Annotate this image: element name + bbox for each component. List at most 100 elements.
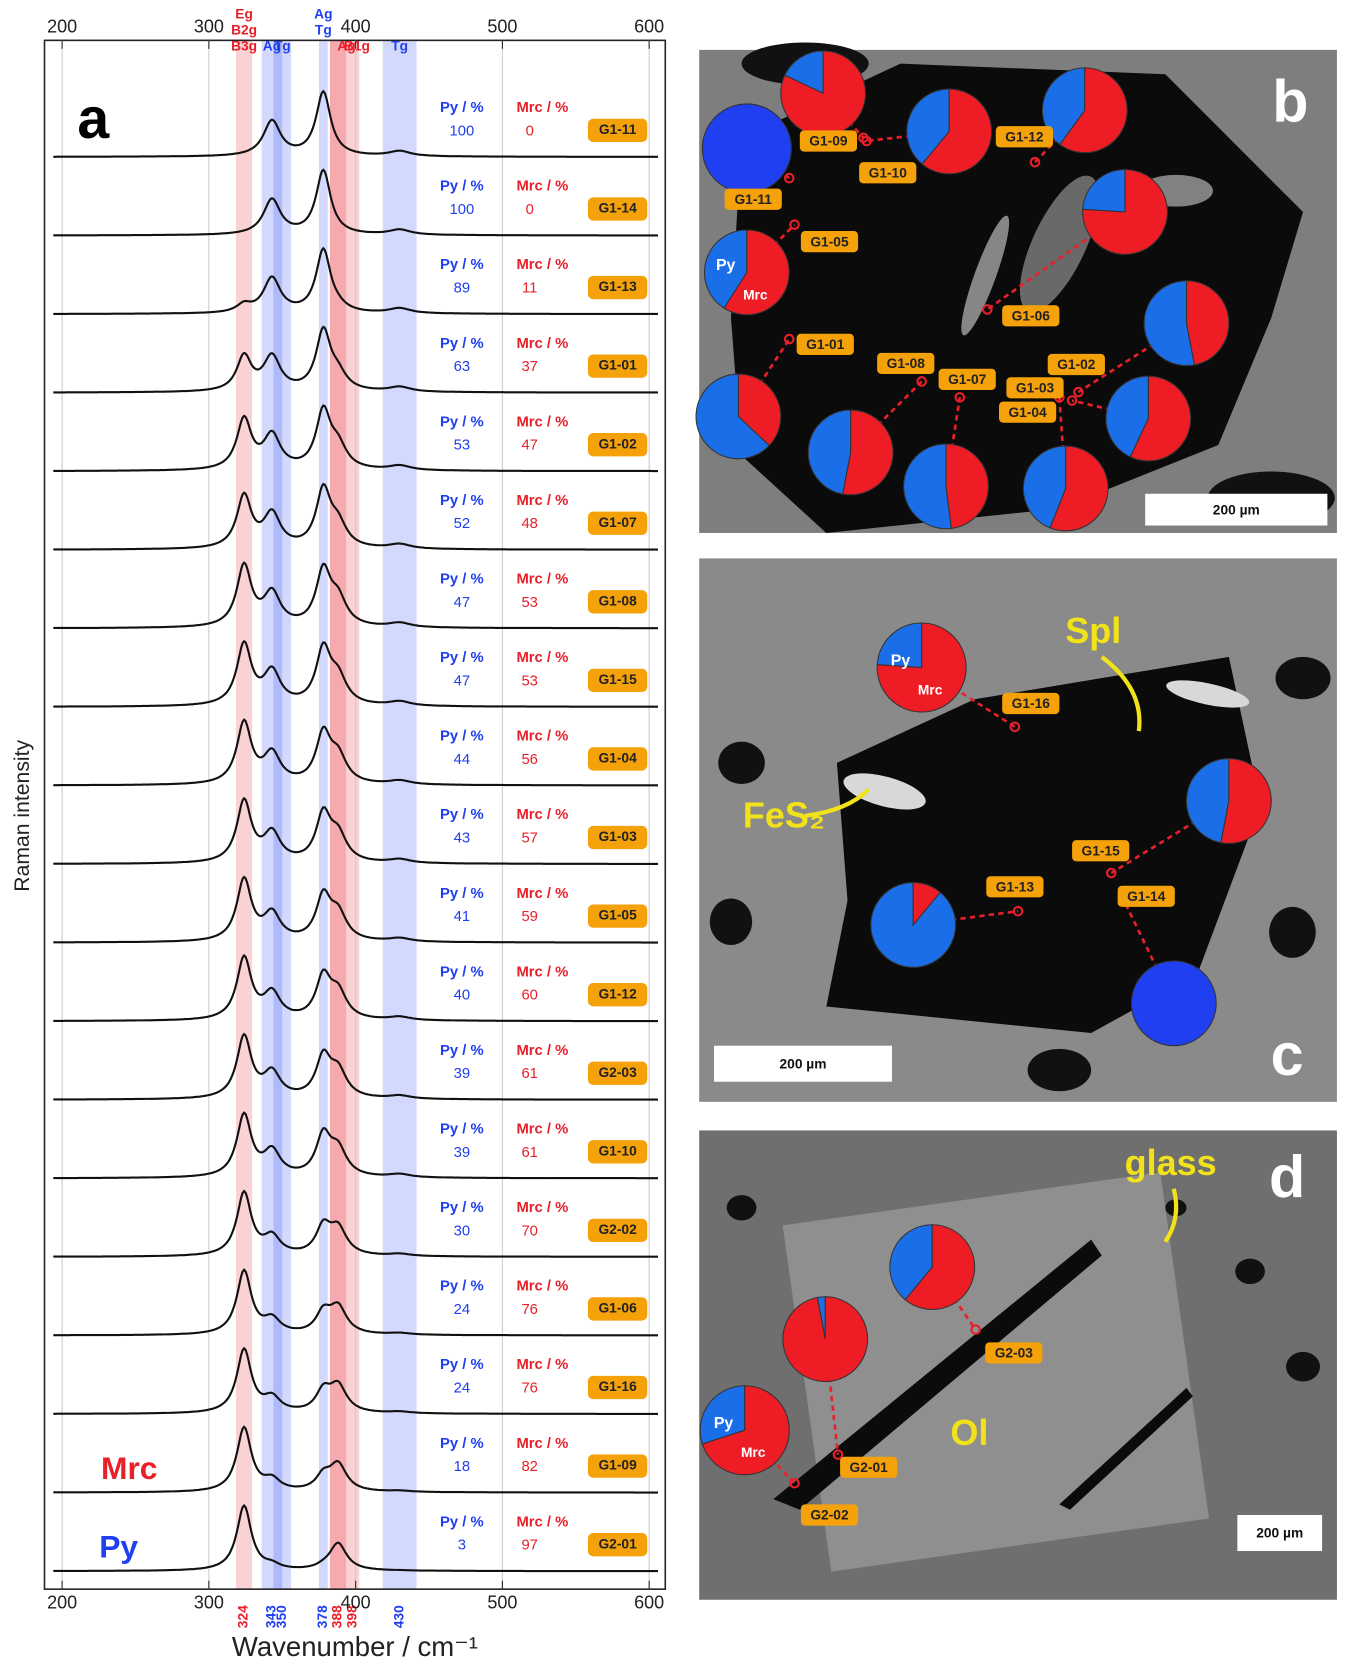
py-value: 40 (454, 988, 471, 1004)
band-shade (383, 40, 417, 1589)
py-value: 39 (454, 1145, 471, 1161)
band-mode-label: Eg (235, 7, 253, 22)
sample-name: G1-05 (598, 908, 637, 923)
mrc-value: 97 (521, 1538, 538, 1554)
figure: a Wavenumber / cm⁻¹ Raman intensity Mrc … (0, 0, 1356, 1674)
mrc-header: Mrc / % (516, 257, 568, 273)
py-value: 100 (450, 123, 475, 139)
sample-name: G1-07 (948, 372, 987, 387)
mrc-header: Mrc / % (516, 414, 568, 430)
mrc-header: Mrc / % (516, 1200, 568, 1216)
py-header: Py / % (440, 1436, 484, 1452)
mrc-value: 76 (521, 1302, 538, 1318)
mrc-value: 57 (521, 831, 538, 847)
sample-name: G1-07 (598, 515, 637, 530)
band-shade (346, 40, 359, 1589)
band-layer (236, 40, 417, 1589)
sample-name: G2-01 (850, 1460, 889, 1475)
x-tick-label-bottom: 500 (487, 1593, 517, 1613)
pie-py-label: Py (714, 1415, 734, 1432)
sample-name: G1-09 (598, 1458, 637, 1473)
pie-py-label: Py (716, 257, 736, 274)
py-value: 44 (454, 752, 471, 768)
mrc-value: 59 (521, 909, 538, 925)
x-tick-label-top: 400 (341, 16, 371, 36)
sample-name: G1-01 (806, 337, 845, 352)
py-header: Py / % (440, 964, 484, 980)
py-header: Py / % (440, 1121, 484, 1137)
mrc-value: 70 (521, 1223, 538, 1239)
py-value: 30 (454, 1223, 471, 1239)
sample-name: G1-12 (598, 986, 637, 1001)
mrc-header: Mrc / % (516, 886, 568, 902)
mrc-value: 60 (521, 988, 538, 1004)
x-tick-label-top: 600 (634, 16, 664, 36)
py-header: Py / % (440, 807, 484, 823)
x-tick-label-top: 200 (47, 16, 77, 36)
mrc-header: Mrc / % (516, 493, 568, 509)
sample-name: G2-03 (598, 1065, 637, 1080)
py-header: Py / % (440, 1514, 484, 1530)
x-tick-label-bottom: 200 (47, 1593, 77, 1613)
sample-name: G1-10 (598, 1143, 637, 1158)
py-value: 24 (454, 1302, 471, 1318)
py-header: Py / % (440, 571, 484, 587)
scale-bar-label: 200 µm (780, 1056, 827, 1071)
panel-label: a (77, 87, 110, 151)
py-value: 53 (454, 438, 471, 454)
sample-name: G1-09 (809, 134, 848, 149)
mrc-header: Mrc / % (516, 1357, 568, 1373)
sample-name: G1-05 (810, 234, 849, 249)
band-position-label: 430 (391, 1605, 406, 1628)
pie-mrc-label: Mrc (918, 682, 943, 697)
mrc-value: 61 (521, 1145, 538, 1161)
py-header: Py / % (440, 1043, 484, 1059)
x-tick-label-bottom: 600 (634, 1593, 664, 1613)
sample-name: G1-12 (1005, 129, 1044, 144)
sample-name: G1-06 (598, 1301, 637, 1316)
panel-label: c (1271, 1021, 1304, 1088)
mrc-reference-label: Mrc (101, 1450, 157, 1486)
mrc-value: 82 (521, 1459, 538, 1475)
py-header: Py / % (440, 493, 484, 509)
pie-mrc-label: Mrc (743, 287, 768, 302)
mrc-header: Mrc / % (516, 807, 568, 823)
band-mode-label: Tg (274, 38, 291, 53)
sample-name: G1-04 (1008, 405, 1047, 420)
py-header: Py / % (440, 729, 484, 745)
x-tick-label-bottom: 400 (341, 1593, 371, 1613)
py-header: Py / % (440, 886, 484, 902)
phase-annotation: Ol (950, 1412, 988, 1453)
py-header: Py / % (440, 1279, 484, 1295)
sample-name: G1-14 (1127, 889, 1166, 904)
mrc-header: Mrc / % (516, 100, 568, 116)
py-reference-label: Py (99, 1528, 138, 1564)
pie-slice (1131, 961, 1216, 1046)
panel-label: b (1272, 68, 1308, 135)
py-header: Py / % (440, 100, 484, 116)
sample-name: G2-03 (995, 1346, 1034, 1361)
mrc-value: 53 (521, 595, 538, 611)
sample-name: G1-13 (996, 879, 1035, 894)
scale-bar-label: 200 µm (1256, 1526, 1303, 1541)
mrc-value: 47 (521, 438, 538, 454)
py-header: Py / % (440, 179, 484, 195)
py-value: 43 (454, 831, 471, 847)
pie-mrc-label: Mrc (741, 1445, 766, 1460)
py-header: Py / % (440, 1357, 484, 1373)
mrc-value: 61 (521, 1066, 538, 1082)
band-position-label: 350 (274, 1605, 289, 1628)
band-position-label: 378 (315, 1605, 330, 1628)
pie-slice (783, 1297, 868, 1382)
band-mode-label: B1g (344, 38, 370, 53)
pie-py-label: Py (891, 652, 911, 669)
phase-annotation: glass (1125, 1142, 1217, 1183)
mrc-header: Mrc / % (516, 729, 568, 745)
x-tick-label-top: 300 (194, 16, 224, 36)
sample-name: G1-16 (598, 1379, 637, 1394)
mrc-header: Mrc / % (516, 179, 568, 195)
x-tick-label-top: 500 (487, 16, 517, 36)
y-axis-label: Raman intensity (11, 740, 34, 892)
sample-name: G1-03 (1016, 381, 1055, 396)
sample-name: G1-11 (734, 192, 772, 207)
